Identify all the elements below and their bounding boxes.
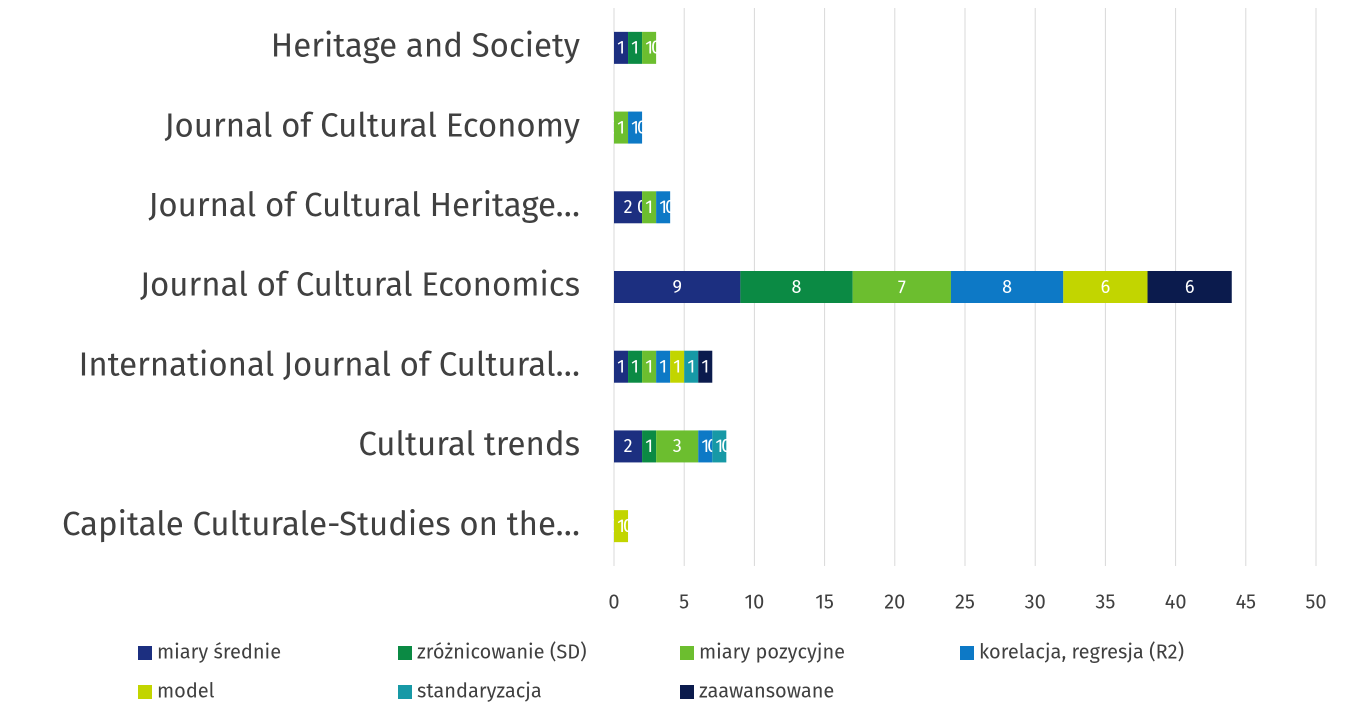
- bar-segment: [614, 111, 629, 144]
- legend-swatch: [138, 646, 152, 660]
- bar-segment: [642, 191, 657, 224]
- data-label: 0: [623, 515, 633, 537]
- data-label: 1: [631, 37, 639, 59]
- bar-segment: [1147, 271, 1232, 303]
- bar-segment: [614, 271, 741, 303]
- category-label: Cultural trends: [358, 424, 580, 464]
- data-label: 0: [637, 116, 647, 138]
- bar-segment: [628, 350, 643, 383]
- bar-segment: [950, 271, 1064, 303]
- bar-segment: [1063, 271, 1148, 303]
- legend-label: standaryzacja: [417, 679, 542, 703]
- legend-swatch: [680, 646, 694, 660]
- data-label: 1: [701, 435, 709, 457]
- x-tick-label: 15: [815, 590, 834, 614]
- x-tick-label: 20: [884, 590, 905, 614]
- category-label: Capitale Culturale-Studies on the…: [62, 504, 580, 544]
- category-label: Journal of Cultural Heritage…: [148, 185, 580, 225]
- data-label: 2: [624, 435, 633, 457]
- data-label: 1: [659, 355, 667, 377]
- x-tick-label: 50: [1305, 590, 1326, 614]
- data-label: 7: [898, 276, 906, 298]
- category-label: Journal of Cultural Economy: [164, 105, 580, 145]
- bar-segment: [656, 430, 699, 463]
- data-label: 1: [617, 37, 625, 59]
- data-label: 1: [631, 355, 639, 377]
- data-label: 1: [687, 355, 695, 377]
- data-label: 6: [1101, 276, 1111, 298]
- bar-segment: [698, 350, 713, 383]
- legend-swatch: [398, 685, 412, 699]
- bar-segment: [684, 350, 699, 383]
- legend-swatch: [398, 646, 412, 660]
- bar-segment: [614, 510, 629, 543]
- data-label: 0: [665, 196, 675, 218]
- bar-segment: [642, 350, 657, 383]
- bar-segment: [614, 191, 643, 224]
- data-label: 1: [673, 355, 681, 377]
- bar-segment: [656, 350, 671, 383]
- bar-segment: [628, 31, 643, 64]
- data-label: 1: [617, 116, 625, 138]
- bar-segment: [614, 430, 643, 463]
- legend-label: model: [157, 679, 215, 703]
- bar-segment: [698, 430, 713, 463]
- x-tick-label: 45: [1236, 590, 1256, 614]
- data-label: 0: [721, 435, 731, 457]
- data-label: 1: [659, 196, 667, 218]
- data-label: 3: [673, 435, 682, 457]
- x-tick-label: 40: [1165, 590, 1187, 614]
- bar-segment: [852, 271, 951, 303]
- legend-swatch: [680, 685, 694, 699]
- legend-swatch: [960, 646, 974, 660]
- bar-segment: [642, 31, 657, 64]
- category-label: Heritage and Society: [271, 26, 580, 66]
- data-label: 1: [645, 355, 653, 377]
- data-label: 1: [715, 435, 723, 457]
- category-label: International Journal of Cultural…: [79, 344, 580, 384]
- data-label: 1: [645, 196, 653, 218]
- data-label: 8: [1002, 276, 1012, 298]
- x-tick-label: 0: [608, 590, 619, 614]
- data-label: 6: [1185, 276, 1195, 298]
- data-label: 1: [645, 37, 653, 59]
- x-tick-label: 5: [679, 590, 689, 614]
- bar-segment: [740, 271, 853, 303]
- data-label: 0: [651, 37, 661, 59]
- data-label: 1: [701, 355, 709, 377]
- category-label: Journal of Cultural Economics: [140, 265, 580, 305]
- data-label: 1: [631, 116, 639, 138]
- legend-label: zaawansowane: [699, 679, 834, 703]
- legend-label: miary pozycyjne: [699, 640, 845, 664]
- bar-segment: [628, 111, 643, 144]
- legend-label: zróżnicowanie (SD): [417, 640, 587, 664]
- data-label: 1: [645, 435, 653, 457]
- x-tick-label: 25: [955, 590, 975, 614]
- data-label: 2: [624, 196, 633, 218]
- bar-segment: [656, 191, 671, 224]
- bar-segment: [642, 430, 657, 463]
- x-tick-label: 35: [1095, 590, 1115, 614]
- bar-segment: [712, 430, 727, 463]
- bar-segment: [614, 350, 629, 383]
- data-label: 1: [617, 355, 625, 377]
- data-label: 1: [617, 515, 625, 537]
- x-tick-label: 30: [1025, 590, 1046, 614]
- data-label: 8: [792, 276, 802, 298]
- bar-segment: [670, 350, 685, 383]
- data-label: 9: [672, 276, 681, 298]
- bar-segment: [614, 31, 629, 64]
- x-tick-label: 10: [744, 590, 764, 614]
- legend-swatch: [138, 685, 152, 699]
- legend-label: miary średnie: [157, 640, 281, 664]
- legend-label: korelacja, regresja (R2): [979, 640, 1184, 664]
